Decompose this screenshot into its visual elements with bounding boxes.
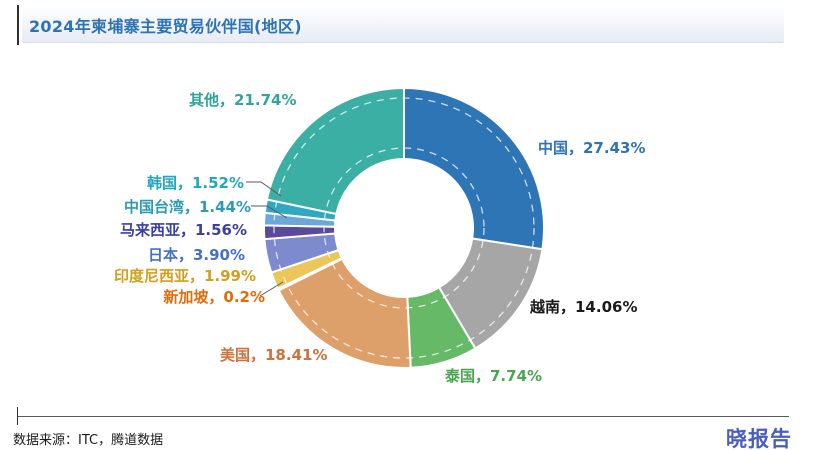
leader-line-taiwan <box>251 205 288 219</box>
brand-logo: 晓报告 <box>726 427 792 451</box>
slice-label-4: 新加坡，0.2% <box>163 288 265 306</box>
slice-label-5: 印度尼西亚，1.99% <box>113 267 256 285</box>
slice-label-8: 中国台湾，1.44% <box>123 198 251 216</box>
pie-slice-10 <box>265 86 405 216</box>
slice-label-3: 美国，18.41% <box>220 346 328 364</box>
inner-dashed-ring <box>323 147 485 309</box>
slice-label-0: 中国，27.43% <box>538 139 646 157</box>
slice-label-2: 泰国，7.74% <box>445 367 543 385</box>
slice-label-6: 日本，3.90% <box>147 246 245 264</box>
pie-slice-3 <box>277 257 412 369</box>
chart-title: 2024年柬埔寨主要贸易伙伴国(地区) <box>29 16 302 36</box>
slice-label-10: 其他，21.74% <box>189 91 297 109</box>
leader-line-singapore <box>259 281 284 297</box>
slice-label-7: 马来西亚，1.56% <box>119 221 247 239</box>
left-margin-line-bottom <box>17 407 18 425</box>
data-source-note: 数据来源：ITC，腾道数据 <box>13 433 164 448</box>
chart-title-bar: 2024年柬埔寨主要贸易伙伴国(地区) <box>22 7 784 43</box>
leader-line-korea <box>246 181 282 197</box>
slice-label-1: 越南，14.06% <box>530 298 638 316</box>
outer-dashed-ring <box>273 97 535 359</box>
left-margin-line-top <box>17 5 19 45</box>
slice-label-9: 韩国，1.52% <box>146 174 244 192</box>
donut-slices <box>262 86 546 369</box>
footer-divider-line <box>17 416 789 417</box>
pie-slice-0 <box>403 86 546 251</box>
